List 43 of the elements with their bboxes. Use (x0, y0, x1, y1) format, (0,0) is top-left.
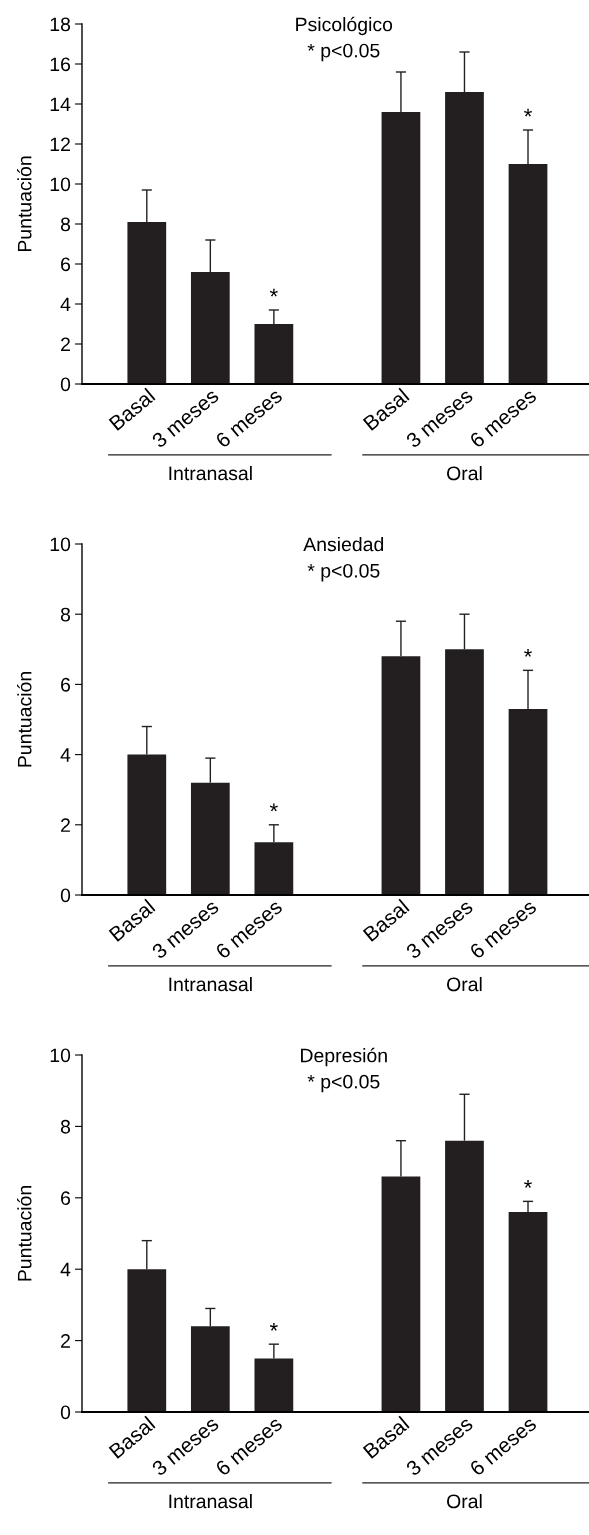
y-tick-label: 8 (60, 217, 71, 232)
text: * p<0.05 (307, 563, 380, 582)
text: * p<0.05 (307, 1074, 380, 1093)
data-label: * (524, 1180, 532, 1188)
y-axis-title: Puntuación (17, 672, 32, 767)
y-tick-label: 10 (50, 177, 71, 192)
y-tick-label: 6 (61, 677, 71, 692)
y-tick-label: 0 (60, 888, 71, 903)
y-axis-title: Puntuación (17, 156, 32, 252)
text: Oral (447, 465, 482, 481)
y-tick-label: 6 (61, 1191, 71, 1206)
data-label: * (269, 803, 278, 812)
y-tick-label: 0 (60, 377, 71, 392)
data-label: * (524, 108, 532, 117)
y-tick-label: 4 (60, 1262, 71, 1277)
text: Intranasal (169, 976, 252, 992)
y-axis-title: Puntuación (17, 1186, 32, 1281)
text: Oral (447, 976, 482, 992)
text: * p<0.05 (307, 43, 380, 62)
text: Intranasal (169, 1493, 252, 1509)
y-tick-label: 12 (50, 137, 70, 152)
y-tick-label: 2 (61, 337, 70, 352)
y-tick-label: 10 (50, 1048, 71, 1063)
data-label: * (269, 288, 278, 297)
chart-title: Depresión (301, 1047, 387, 1067)
y-tick-label: 4 (60, 297, 71, 312)
text: Oral (447, 1493, 482, 1509)
y-tick-label: 2 (61, 1334, 70, 1348)
text: Intranasal (169, 465, 252, 481)
y-tick-label: 6 (61, 257, 71, 272)
data-label: * (269, 1322, 278, 1331)
data-label: * (524, 649, 532, 657)
y-tick-label: 4 (60, 748, 71, 762)
y-tick-label: 0 (60, 1405, 71, 1420)
y-tick-label: 18 (50, 17, 71, 32)
y-tick-label: 8 (60, 1119, 71, 1134)
y-tick-label: 10 (50, 537, 71, 552)
chart-title: Psicológico (296, 16, 393, 36)
y-tick-label: 14 (50, 97, 71, 112)
y-tick-label: 2 (61, 818, 70, 832)
chart-title: Ansiedad (303, 536, 384, 552)
y-tick-label: 16 (50, 57, 71, 72)
y-tick-label: 8 (60, 607, 71, 622)
